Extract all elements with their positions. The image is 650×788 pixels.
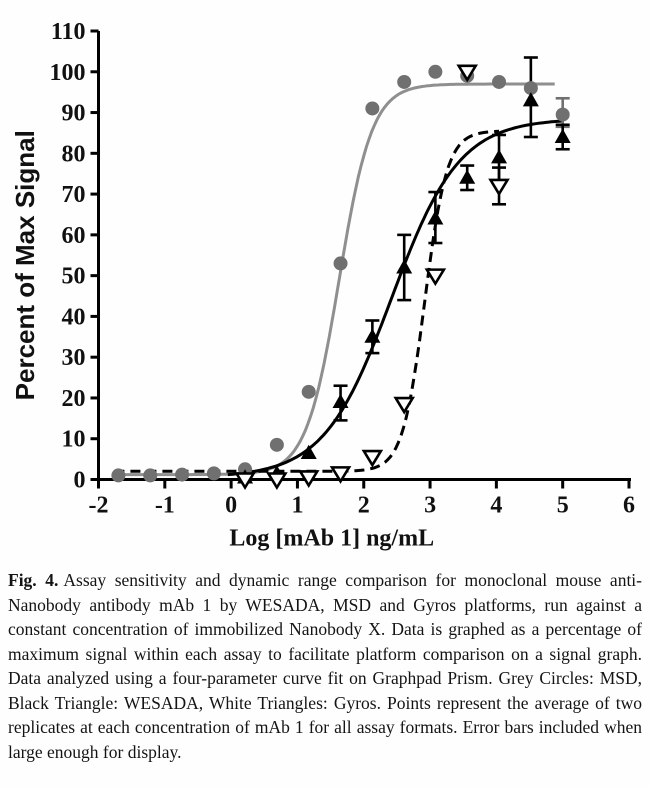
msd-point	[143, 468, 158, 483]
gyros-point	[234, 472, 256, 491]
gyros-point	[488, 178, 510, 197]
y-tick-label: 60	[62, 223, 86, 249]
msd-point	[175, 467, 190, 482]
msd-point	[492, 74, 507, 89]
gyros-point	[424, 268, 447, 287]
y-tick-label: 90	[62, 101, 86, 127]
y-tick-label: 80	[62, 141, 86, 167]
axes	[97, 31, 631, 481]
gyros-point	[456, 64, 479, 83]
x-tick-label: 0	[225, 493, 237, 519]
gyros-fit-curve	[114, 129, 500, 473]
wesada-point	[396, 259, 413, 274]
figure-caption: Fig. 4. Assay sensitivity and dynamic ran…	[0, 558, 650, 764]
wesada-fit-curve	[227, 119, 563, 477]
gyros-point	[329, 466, 352, 484]
gyros-point	[266, 472, 288, 491]
y-tick-label: 110	[51, 19, 86, 45]
y-tick-label: 0	[74, 468, 86, 494]
wesada-point	[522, 92, 539, 107]
x-axis-title: Log [mAb 1] ng/mL	[229, 526, 434, 552]
wesada-point	[300, 444, 317, 459]
msd-point	[397, 74, 412, 89]
x-tick-label: 1	[291, 493, 303, 519]
y-tick-label: 40	[62, 304, 86, 330]
y-tick-label: 100	[50, 60, 86, 86]
y-tick-label: 20	[62, 386, 86, 412]
msd-point	[428, 64, 443, 79]
figure: -2 -1 0 1 2 3 4 5 6 0 10 20 30 40 50 60 70 80 90 100 110 Log …	[10, 19, 635, 552]
msd-point	[301, 384, 316, 399]
y-tick-label: 30	[62, 345, 86, 371]
x-tick-label: 2	[358, 493, 370, 519]
x-tick-label: -1	[155, 493, 175, 519]
wesada-point	[491, 149, 508, 164]
x-tick-label: 4	[490, 493, 502, 519]
msd-fit-curve	[114, 82, 555, 477]
wesada-point	[554, 128, 571, 144]
msd-point	[111, 468, 126, 483]
y-axis-ticks: 0 10 20 30 40 50 60 70 80 90 100 110	[50, 19, 99, 494]
x-tick-label: 6	[623, 493, 635, 519]
dose-response-chart: -2 -1 0 1 2 3 4 5 60102030405060708090100110Log …	[10, 19, 635, 552]
msd-point	[333, 256, 348, 271]
caption-label: Fig. 4.	[8, 570, 59, 590]
msd-point	[206, 466, 221, 481]
msd-point	[523, 81, 538, 96]
x-tick-label: -2	[89, 493, 109, 519]
msd-point	[269, 437, 284, 452]
y-axis-title: Percent of Max Signal	[10, 130, 40, 400]
x-tick-label: 3	[424, 493, 436, 519]
wesada-point	[332, 393, 349, 409]
y-tick-label: 50	[62, 264, 86, 290]
x-axis-ticks: -2 -1 0 1 2 3 4 5 6	[89, 479, 635, 519]
msd-point	[555, 107, 570, 122]
msd-point	[365, 101, 380, 116]
y-tick-label: 10	[62, 427, 86, 453]
gyros-point	[361, 449, 384, 468]
x-tick-label: 5	[557, 493, 569, 519]
y-tick-label: 70	[62, 182, 86, 208]
gyros-point	[393, 396, 416, 415]
wesada-point	[459, 169, 476, 184]
caption-text: Assay sensitivity and dynamic range comp…	[8, 570, 642, 762]
gyros-point	[297, 470, 320, 488]
wesada-point	[427, 210, 444, 225]
gyros-markers	[234, 64, 510, 491]
wesada-point	[364, 328, 381, 343]
